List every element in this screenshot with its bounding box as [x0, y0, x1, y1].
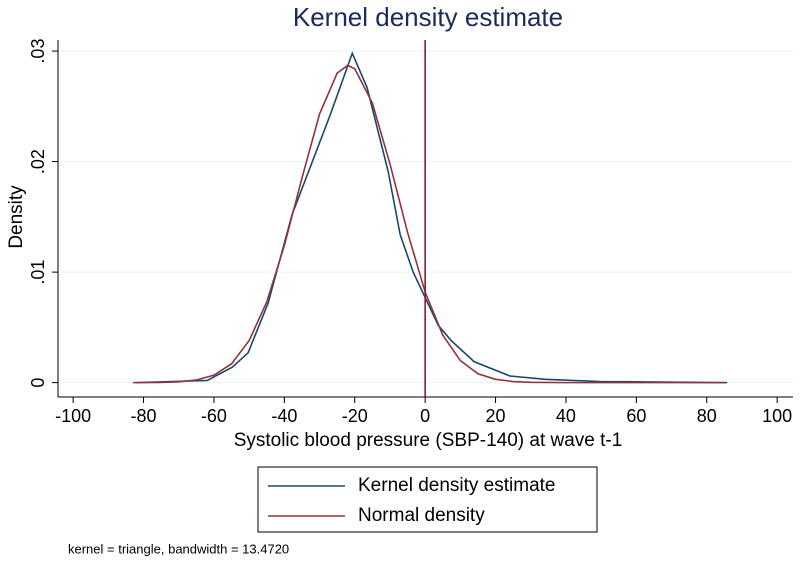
y-tick-label: .01 [28, 260, 48, 285]
y-axis-label: Density [6, 185, 27, 249]
density-line [132, 64, 725, 384]
y-tick-label: 0 [28, 378, 48, 388]
legend-label: Kernel density estimate [358, 475, 556, 496]
x-tick-label: 0 [420, 406, 430, 426]
legend-label: Normal density [358, 505, 485, 526]
x-tick-label: 40 [556, 406, 576, 426]
x-tick-label: -80 [131, 406, 157, 426]
x-tick-label: 100 [762, 406, 792, 426]
x-tick-label: -100 [55, 406, 91, 426]
y-tick-label: .03 [28, 39, 48, 64]
x-tick-label: -40 [271, 406, 297, 426]
chart-title: Kernel density estimate [293, 2, 563, 32]
x-tick-label: 80 [697, 406, 717, 426]
note: kernel = triangle, bandwidth = 13.4720 [68, 541, 289, 556]
x-axis-label: Systolic blood pressure (SBP-140) at wav… [234, 430, 623, 451]
density-line [136, 51, 728, 384]
x-tick-label: -60 [201, 406, 227, 426]
x-tick-label: -20 [342, 406, 368, 426]
x-tick-label: 20 [486, 406, 506, 426]
legend-box [257, 466, 598, 533]
y-tick-label: .02 [28, 149, 48, 174]
x-tick-label: 60 [626, 406, 646, 426]
